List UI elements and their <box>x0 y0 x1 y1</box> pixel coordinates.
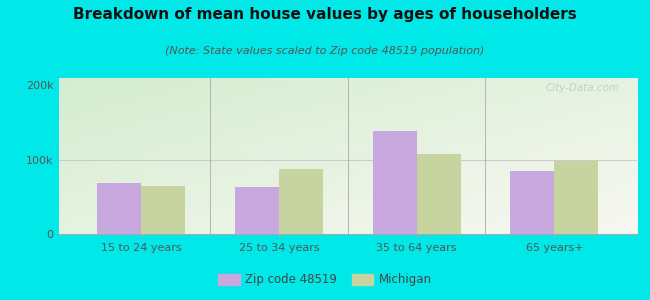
Bar <box>554 161 599 234</box>
Bar <box>510 171 554 234</box>
Bar <box>141 186 185 234</box>
Bar <box>372 131 417 234</box>
Bar <box>97 184 141 234</box>
Legend: Zip code 48519, Michigan: Zip code 48519, Michigan <box>214 269 436 291</box>
Bar <box>417 154 461 234</box>
Bar <box>235 187 279 234</box>
Text: City-Data.com: City-Data.com <box>545 83 619 93</box>
Text: Breakdown of mean house values by ages of householders: Breakdown of mean house values by ages o… <box>73 8 577 22</box>
Text: (Note: State values scaled to Zip code 48519 population): (Note: State values scaled to Zip code 4… <box>165 46 485 56</box>
Bar <box>279 169 323 234</box>
